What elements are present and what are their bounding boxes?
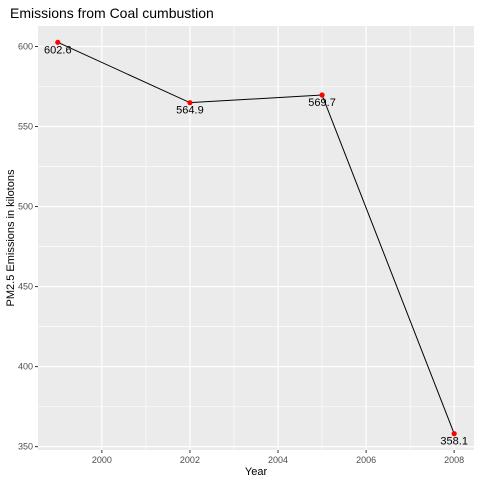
x-tick-label: 2002 [180, 455, 200, 465]
x-tick-label: 2008 [444, 455, 464, 465]
y-tick-label: 550 [18, 122, 33, 132]
data-label: 564.9 [176, 105, 204, 117]
data-label: 602.6 [44, 44, 72, 56]
x-axis-title: Year [245, 466, 268, 478]
major-gridlines [38, 26, 474, 450]
y-axis-title: PM2.5 Emissions in kilotons [5, 169, 17, 306]
x-tick-label: 2006 [356, 455, 376, 465]
y-tick-label: 400 [18, 362, 33, 372]
data-point [451, 431, 457, 437]
series-line [57, 41, 455, 434]
y-tick-label: 350 [18, 442, 33, 452]
x-tick-label: 2000 [92, 455, 112, 465]
chart-title: Emissions from Coal cumbustion [10, 5, 214, 21]
data-point [187, 100, 193, 106]
series-point-group [55, 39, 457, 437]
x-tick-label: 2004 [268, 455, 288, 465]
data-point [55, 39, 61, 45]
series-line-group [57, 41, 455, 434]
plot-panel [38, 26, 474, 450]
data-label-group: 602.6 564.9 569.7 358.1 [44, 44, 468, 447]
y-tick-label: 600 [18, 41, 33, 51]
data-label: 569.7 [308, 97, 336, 109]
data-point [319, 92, 325, 98]
y-tick-label: 450 [18, 282, 33, 292]
y-axis-ticks: 350 400 450 500 550 600 [18, 41, 38, 452]
y-tick-label: 500 [18, 202, 33, 212]
data-label: 358.1 [440, 436, 468, 448]
x-axis-ticks: 2000 2002 2004 2006 2008 [92, 450, 464, 465]
